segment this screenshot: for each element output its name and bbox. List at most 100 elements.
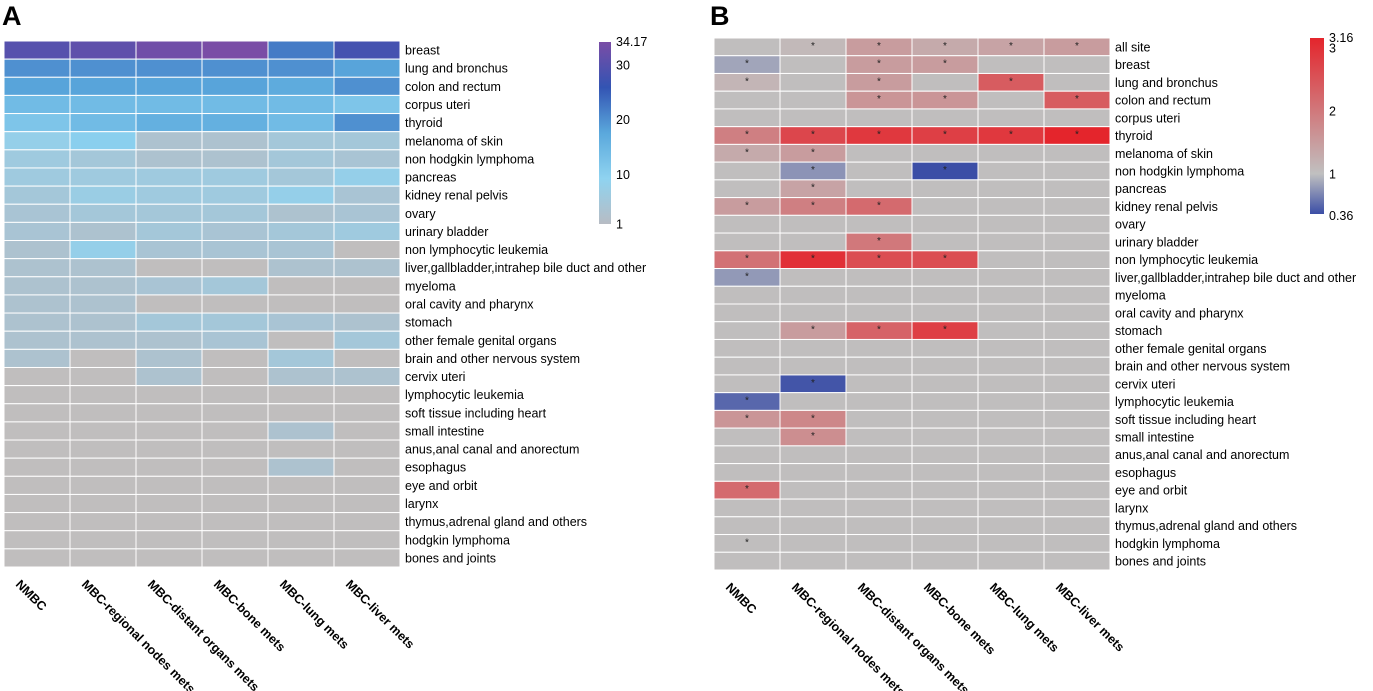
heatmap-cell [135, 294, 203, 314]
row-label: stomach [405, 316, 452, 330]
heatmap-cell [267, 403, 335, 423]
significance-star: * [943, 325, 947, 336]
heatmap-cell [1043, 480, 1111, 500]
legend-min-label: 0.36 [1329, 209, 1353, 223]
significance-star: * [877, 94, 881, 105]
significance-star: * [943, 59, 947, 70]
row-label: myeloma [1115, 289, 1166, 303]
row-label: lung and bronchus [405, 62, 508, 76]
heatmap-cell [1043, 179, 1111, 199]
heatmap-cell [333, 58, 401, 78]
heatmap-cell [1043, 161, 1111, 181]
heatmap-cell [779, 516, 847, 536]
heatmap-cell [1043, 268, 1111, 287]
heatmap-cell [135, 40, 203, 60]
row-label: bones and joints [405, 551, 496, 565]
heatmap-cell [135, 167, 203, 187]
column-label: MBC-regional nodes mets [79, 577, 198, 691]
heatmap-cell [3, 149, 71, 169]
row-label: liver,gallbladder,intrahep bile duct and… [405, 261, 646, 275]
heatmap-cell [135, 421, 203, 441]
heatmap-cell [135, 348, 203, 368]
row-label: anus,anal canal and anorectum [1115, 448, 1289, 462]
heatmap-cell [911, 303, 979, 323]
heatmap-cell [201, 131, 269, 151]
row-label: oral cavity and pharynx [405, 298, 534, 312]
row-label: pancreas [1115, 182, 1166, 196]
significance-star: * [811, 41, 815, 52]
heatmap-cell [845, 551, 913, 571]
column-label: NMBC [723, 580, 759, 616]
heatmap-cell [3, 40, 71, 60]
heatmap-cell [977, 427, 1045, 447]
heatmap-cell [1043, 498, 1111, 518]
row-label: small intestine [405, 424, 484, 438]
heatmap-cell [1043, 516, 1111, 536]
heatmap-cell [69, 348, 137, 368]
heatmap-cell [135, 276, 203, 296]
legend-colorbar [1310, 38, 1324, 214]
heatmap-cell [201, 403, 269, 423]
heatmap-cell [135, 548, 203, 568]
heatmap-cell [69, 221, 137, 242]
heatmap-cell [69, 258, 137, 278]
heatmap-cell [333, 40, 401, 60]
heatmap-cell [333, 258, 401, 278]
heatmap-cell [267, 258, 335, 278]
heatmap-cell [977, 143, 1045, 163]
heatmap-cell [201, 330, 269, 350]
row-label: cervix uteri [405, 370, 465, 384]
panel-label: B [710, 1, 730, 31]
heatmap-cell [201, 421, 269, 441]
heatmap-cell [69, 548, 137, 568]
significance-star: * [1009, 130, 1013, 141]
heatmap-cell [201, 530, 269, 550]
row-label: liver,gallbladder,intrahep bile duct and… [1115, 271, 1356, 285]
heatmap-cell [713, 179, 781, 199]
heatmap-cell [201, 475, 269, 495]
heatmap-cell [267, 167, 335, 187]
heatmap-cell [845, 143, 913, 163]
row-label: colon and rectum [405, 80, 501, 94]
heatmap-cell [333, 530, 401, 550]
heatmap-cell [135, 58, 203, 78]
heatmap-cell [135, 512, 203, 532]
heatmap-cell [333, 312, 401, 332]
heatmap-cell [1043, 534, 1111, 553]
heatmap-cell [267, 457, 335, 477]
heatmap-cell [779, 463, 847, 482]
heatmap-cell [135, 530, 203, 550]
significance-star: * [811, 413, 815, 424]
row-label: non lymphocytic leukemia [1115, 253, 1258, 267]
heatmap-cell [135, 330, 203, 350]
row-label: oral cavity and pharynx [1115, 306, 1244, 320]
heatmap-cell [267, 330, 335, 350]
heatmap-cell [69, 131, 137, 151]
heatmap-cell [977, 392, 1045, 411]
heatmap-cell [267, 76, 335, 96]
heatmap-cell [3, 403, 71, 423]
heatmap-cell [845, 392, 913, 411]
heatmap-cell [779, 285, 847, 305]
heatmap-cell [779, 534, 847, 553]
significance-star: * [877, 41, 881, 52]
heatmap-cell [713, 285, 781, 305]
heatmap-cell [779, 551, 847, 571]
row-label: larynx [1115, 501, 1149, 515]
heatmap-cell [201, 312, 269, 332]
legend-max-label: 34.17 [616, 35, 647, 49]
heatmap-cell [333, 348, 401, 368]
heatmap-cell [911, 392, 979, 411]
heatmap-cell [977, 90, 1045, 110]
heatmap-cell [911, 516, 979, 536]
heatmap-cell [977, 551, 1045, 571]
heatmap-cell [1043, 285, 1111, 305]
heatmap-cell [333, 439, 401, 459]
row-label: hodgkin lymphoma [405, 533, 510, 547]
significance-star: * [1075, 130, 1079, 141]
heatmap-cell [333, 276, 401, 296]
heatmap-cell [3, 240, 71, 260]
row-label: thyroid [405, 116, 443, 130]
heatmap-cell [3, 276, 71, 296]
heatmap-cell [69, 94, 137, 115]
